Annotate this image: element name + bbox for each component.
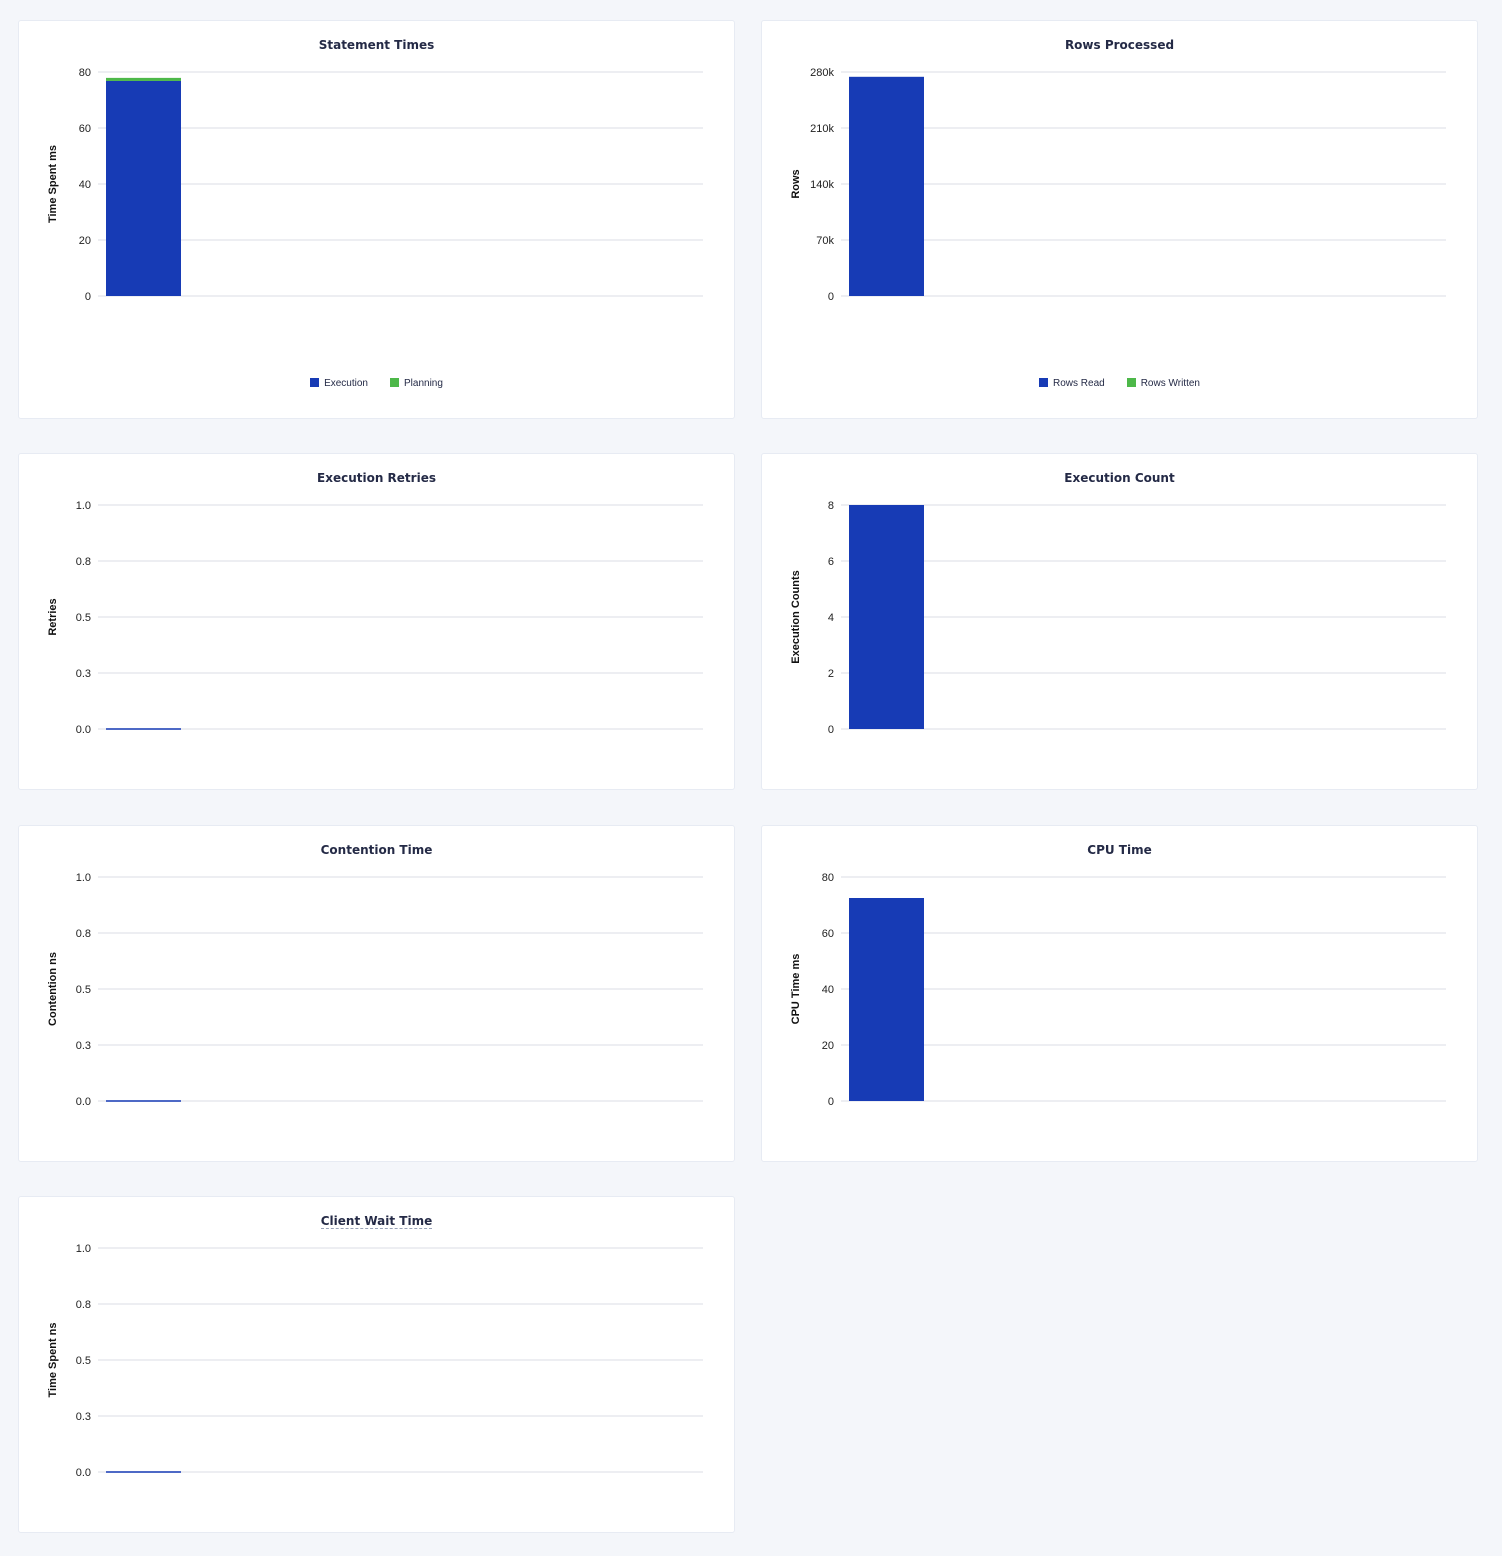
bar-rows-read[interactable] <box>849 76 924 296</box>
legend-item[interactable]: Rows Written <box>1126 378 1200 389</box>
legend-swatch <box>390 378 399 387</box>
y-tick-label: 80 <box>822 872 834 884</box>
chart-plot: 0.0 0.3 0.5 0.8 1.0 Retries <box>47 500 703 736</box>
y-axis-label: Retries <box>47 598 59 635</box>
y-tick-label: 60 <box>822 928 834 940</box>
y-axis-label: Rows <box>790 169 802 198</box>
y-tick-label: 0.3 <box>76 1040 91 1052</box>
chart-title: Contention Time <box>320 843 433 857</box>
y-axis-label: CPU Time ms <box>790 954 802 1025</box>
legend-label: Rows Read <box>1053 378 1105 389</box>
y-tick-label: 0.0 <box>76 1467 91 1479</box>
chart-plot: 0.0 0.3 0.5 0.8 1.0 Time Spent ns <box>47 1243 703 1479</box>
y-tick-label: 1.0 <box>76 872 91 884</box>
chart-title[interactable]: Client Wait Time <box>320 1214 433 1229</box>
y-tick-label: 8 <box>828 500 834 512</box>
chart-plot: 0 70k 140k 210k 280k Rows <box>790 67 1446 303</box>
y-tick-label: 0 <box>828 291 834 303</box>
legend-item[interactable]: Execution <box>310 378 368 389</box>
chart-card-execution-retries: Execution Retries 0.0 0.3 0.5 0.8 1.0 Retries <box>18 453 735 790</box>
chart-title: Execution Retries <box>317 471 436 485</box>
y-tick-label: 40 <box>79 179 91 191</box>
y-tick-label: 0.3 <box>76 1411 91 1423</box>
chart-plot: 0 2 4 6 8 Execution Counts <box>790 500 1446 736</box>
y-tick-label: 0.5 <box>76 612 91 624</box>
y-tick-label: 40 <box>822 984 834 996</box>
legend-item[interactable]: Planning <box>390 378 443 389</box>
y-tick-label: 0 <box>85 291 91 303</box>
y-tick-label: 0 <box>828 724 834 736</box>
chart-card-client-wait-time: Client Wait Time 0.0 0.3 0.5 0.8 1.0 Time Spen… <box>18 1196 735 1533</box>
legend-swatch <box>1126 378 1136 387</box>
chart-title: CPU Time <box>1087 843 1152 857</box>
y-tick-label: 1.0 <box>76 1243 91 1255</box>
chart-card-cpu-time: CPU Time 0 20 40 60 80 CPU Time ms <box>761 825 1478 1162</box>
y-tick-label: 0.5 <box>76 984 91 996</box>
y-tick-label: 1.0 <box>76 500 91 512</box>
bar-planning[interactable] <box>106 77 181 81</box>
legend-swatch <box>310 378 320 387</box>
chart-title: Statement Times <box>318 38 435 52</box>
y-tick-label: 20 <box>822 1040 834 1052</box>
y-tick-label: 60 <box>79 123 91 135</box>
y-tick-label: 280k <box>810 67 834 79</box>
bar-value[interactable] <box>849 505 924 729</box>
y-tick-label: 0 <box>828 1096 834 1108</box>
y-tick-label: 2 <box>828 668 834 680</box>
y-tick-label: 6 <box>828 556 834 568</box>
y-tick-label: 0.8 <box>76 556 91 568</box>
y-axis-label: Time Spent ms <box>47 145 59 223</box>
legend-label: Rows Written <box>1140 378 1200 389</box>
y-axis-label: Contention ns <box>47 952 59 1026</box>
chart-card-execution-count: Execution Count 0 2 4 6 8 Execution Counts <box>761 453 1478 790</box>
legend-item[interactable]: Rows Read <box>1039 378 1105 389</box>
y-tick-label: 0.0 <box>76 1096 91 1108</box>
chart-title: Execution Count <box>1064 471 1175 485</box>
legend-label: Planning <box>404 378 443 389</box>
y-tick-label: 0.3 <box>76 668 91 680</box>
chart-card-rows-processed: Rows Processed 0 70k 140k 210k 280k Rows Rows R… <box>761 20 1478 419</box>
y-tick-label: 0.8 <box>76 928 91 940</box>
chart-plot: 0 20 40 60 80 CPU Time ms <box>790 872 1446 1108</box>
chart-legend: Execution Planning <box>19 378 734 389</box>
y-tick-label: 0.5 <box>76 1355 91 1367</box>
y-tick-label: 210k <box>810 123 834 135</box>
y-tick-label: 0.8 <box>76 1299 91 1311</box>
chart-legend: Rows Read Rows Written <box>762 378 1477 389</box>
chart-plot: 0.0 0.3 0.5 0.8 1.0 Contention ns <box>47 872 703 1108</box>
legend-swatch <box>1039 378 1048 387</box>
bar-execution[interactable] <box>106 80 181 297</box>
chart-card-statement-times: Statement Times 0 20 40 60 80 Time Spent ms Exe… <box>18 20 735 419</box>
y-tick-label: 80 <box>79 67 91 79</box>
bar-value[interactable] <box>849 898 924 1101</box>
y-tick-label: 70k <box>816 235 834 247</box>
y-tick-label: 20 <box>79 235 91 247</box>
chart-card-contention-time: Contention Time 0.0 0.3 0.5 0.8 1.0 Contention… <box>18 825 735 1162</box>
y-tick-label: 140k <box>810 179 834 191</box>
y-tick-label: 0.0 <box>76 724 91 736</box>
y-tick-label: 4 <box>828 612 834 624</box>
chart-plot: 0 20 40 60 80 Time Spent ms <box>47 67 703 303</box>
chart-title: Rows Processed <box>1064 38 1175 52</box>
legend-label: Execution <box>324 378 368 389</box>
y-axis-label: Time Spent ns <box>47 1323 59 1398</box>
y-axis-label: Execution Counts <box>790 570 802 664</box>
